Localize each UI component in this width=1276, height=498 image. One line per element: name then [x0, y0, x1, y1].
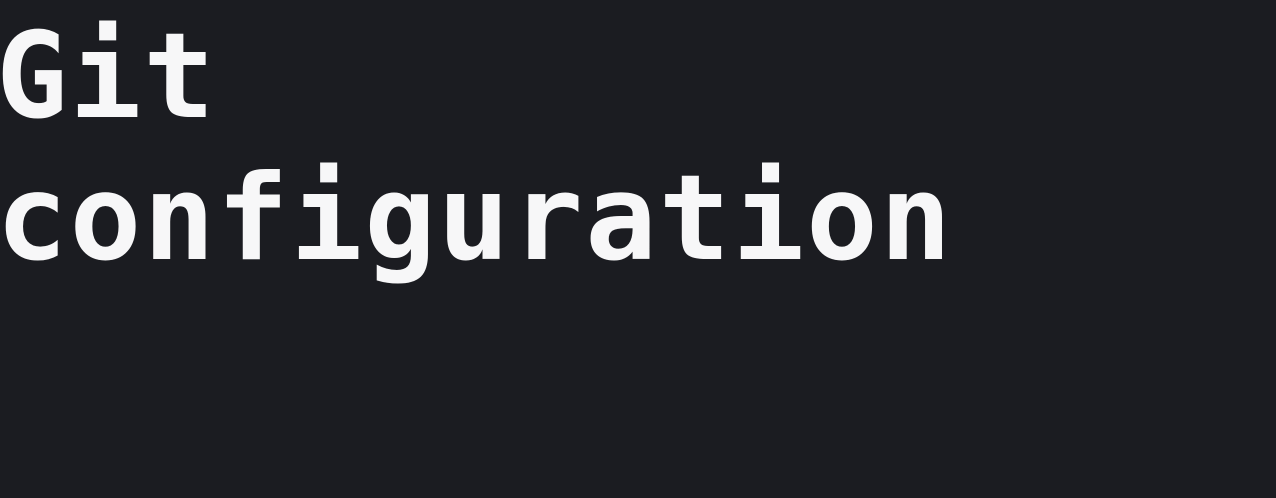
- title-line-configuration: configuration: [0, 150, 954, 288]
- title-line-git: Git: [0, 8, 217, 146]
- page-title: Git configuration: [0, 6, 953, 290]
